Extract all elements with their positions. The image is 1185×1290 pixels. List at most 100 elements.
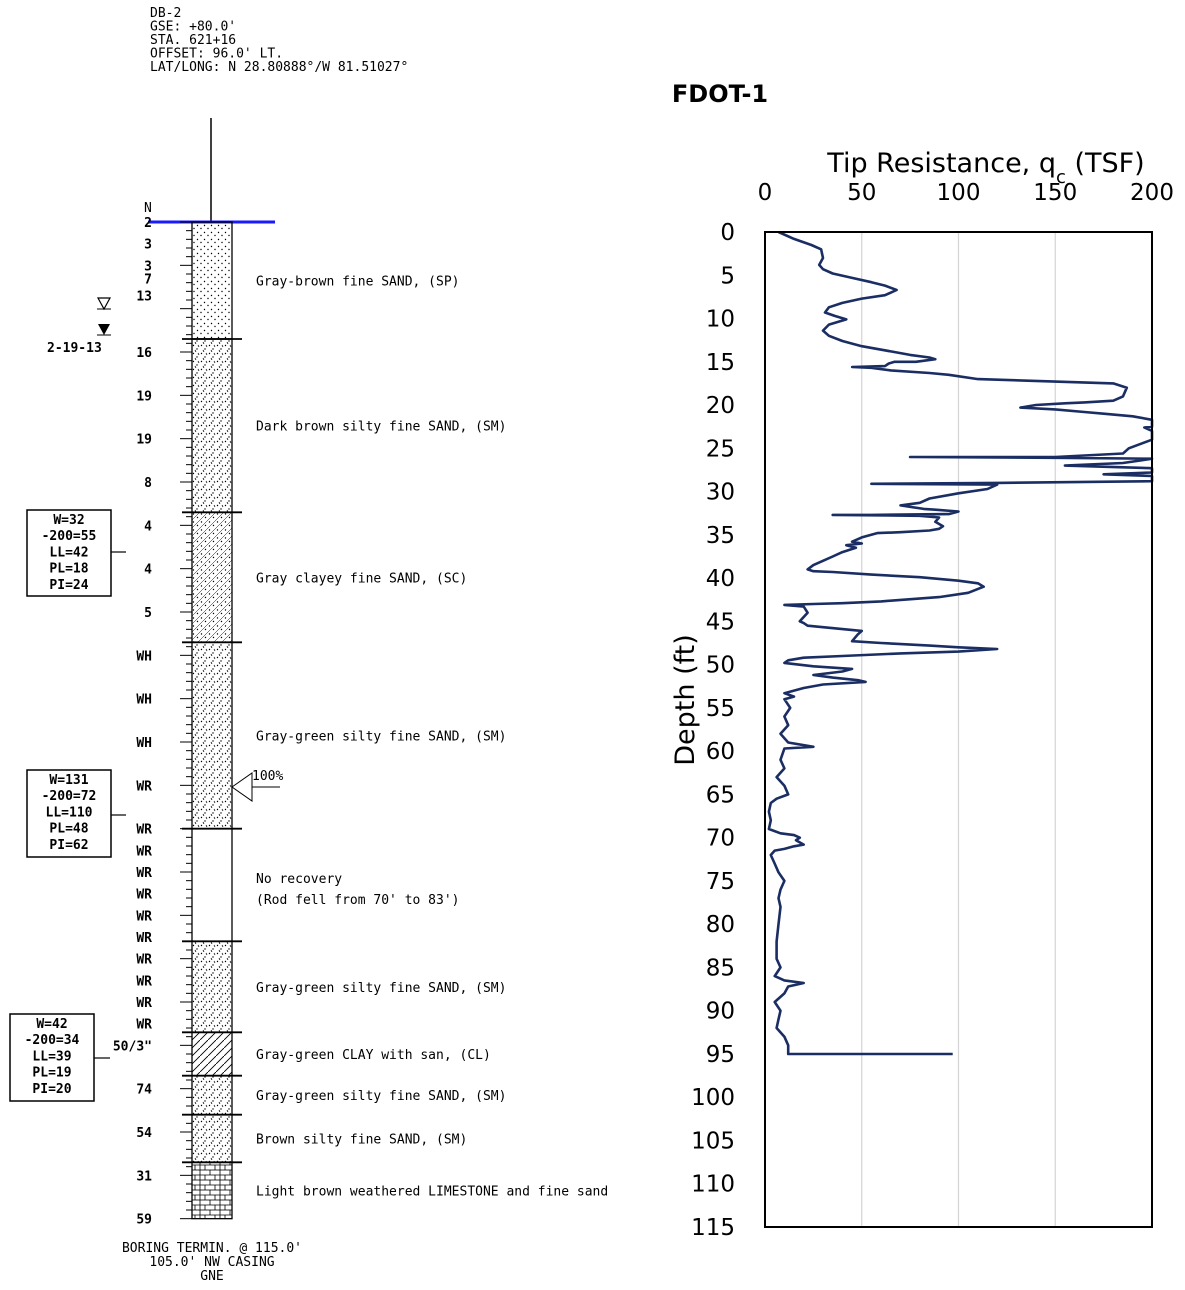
n-value: WR: [136, 953, 152, 968]
header-line: STA. 621+16: [150, 33, 236, 48]
n-value: WH: [136, 736, 152, 751]
stratum-block: [191, 1075, 233, 1116]
y-tick-label: 5: [720, 263, 735, 289]
y-tick-label: 35: [706, 523, 735, 549]
x-tick-label: 100: [937, 180, 981, 206]
n-value: 54: [136, 1126, 152, 1141]
stratum-block: [191, 940, 233, 1033]
header-line: DB-2: [150, 6, 181, 21]
stratum-block: [191, 221, 233, 340]
y-tick-label: 60: [706, 739, 735, 765]
lab-box-frame: [26, 509, 112, 597]
lab-box-value: PI=62: [49, 838, 88, 853]
n-value: 19: [136, 389, 152, 404]
n-value: WH: [136, 693, 152, 708]
stratum-description: Brown silty fine SAND, (SM): [256, 1133, 467, 1148]
n-value: 74: [136, 1083, 152, 1098]
water-table-icon: [96, 297, 112, 336]
water-date: 2-19-13: [47, 341, 102, 356]
lab-box-value: PI=24: [49, 578, 88, 593]
n-value: WR: [136, 996, 152, 1011]
n-value: 59: [136, 1213, 152, 1228]
lab-box-value: LL=42: [49, 545, 88, 560]
n-value: 50/3": [113, 1039, 152, 1054]
lab-test-boxes: W=32-200=55LL=42PL=18PI=24W=131-200=72LL…: [9, 509, 126, 1102]
y-tick-label: 85: [706, 955, 735, 981]
y-tick-label: 10: [706, 307, 735, 333]
x-tick-label: 200: [1130, 180, 1174, 206]
stratum-description: Gray-brown fine SAND, (SP): [256, 275, 460, 290]
n-value: 3: [144, 238, 152, 253]
y-tick-label: 105: [691, 1128, 735, 1154]
stratum-block: [191, 828, 233, 942]
stratum-block: [191, 338, 233, 513]
header-line: LAT/LONG: N 28.80888°/W 81.51027°: [150, 60, 408, 75]
x-tick-label: 150: [1033, 180, 1077, 206]
x-tick-label: 50: [847, 180, 876, 206]
stratum-description: No recovery: [256, 872, 342, 887]
no-recovery-note: (Rod fell from 70' to 83'): [256, 893, 460, 908]
stratum-description: Light brown weathered LIMESTONE and fine…: [256, 1185, 608, 1200]
lab-box-value: PL=18: [49, 562, 88, 577]
y-tick-label: 75: [706, 869, 735, 895]
y-tick-label: 45: [706, 609, 735, 635]
lab-box-value: PL=19: [32, 1066, 71, 1081]
footer-line: 105.0' NW CASING: [149, 1255, 274, 1270]
n-value: 19: [136, 433, 152, 448]
y-tick-label: 70: [706, 826, 735, 852]
y-tick-label: 15: [706, 350, 735, 376]
y-tick-label: 90: [706, 999, 735, 1025]
stratum-description: Dark brown silty fine SAND, (SM): [256, 420, 506, 435]
n-value: 2: [144, 216, 152, 231]
n-value: WR: [136, 909, 152, 924]
n-value: WR: [136, 931, 152, 946]
stratum-description: Gray clayey fine SAND, (SC): [256, 571, 467, 586]
stratum-block: [191, 511, 233, 643]
n-value: 4: [144, 519, 152, 534]
n-value: WR: [136, 888, 152, 903]
x-axis-title-unit: (TSF): [1066, 148, 1145, 179]
y-tick-label: 65: [706, 782, 735, 808]
stratum-description: Gray-green silty fine SAND, (SM): [256, 981, 506, 996]
x-tick-label: 0: [758, 180, 773, 206]
x-axis-title: Tip Resistance, qc (TSF): [826, 148, 1144, 188]
lab-box-value: -200=72: [42, 789, 97, 804]
tip-resistance-line: [767, 230, 1154, 1056]
y-tick-label: 95: [706, 1042, 735, 1068]
y-tick-label: 30: [706, 480, 735, 506]
n-value: 4: [144, 563, 152, 578]
stratum-description: Gray-green CLAY with san, (CL): [256, 1048, 491, 1063]
y-tick-label: 110: [691, 1172, 735, 1198]
x-axis-title-subscript: c: [1056, 167, 1066, 188]
y-tick-label: 100: [691, 1085, 735, 1111]
y-tick-labels: 0 5 10 15 20 25 30 35 40 45 50 55 60 65 70 75 80 85 90 95 10…: [691, 220, 735, 1241]
lab-box-value: PL=48: [49, 822, 88, 837]
lab-box-value: LL=110: [46, 805, 93, 820]
n-column-label: N: [144, 201, 152, 216]
n-value: WR: [136, 823, 152, 838]
n-value: WH: [136, 649, 152, 664]
gridlines: [861, 232, 1056, 1227]
n-value: 13: [136, 290, 152, 305]
y-tick-label: 80: [706, 912, 735, 938]
y-axis-title: Depth (ft): [670, 634, 701, 766]
n-value: 16: [136, 346, 152, 361]
lab-box-value: -200=55: [42, 529, 97, 544]
n-value: WR: [136, 974, 152, 989]
lab-box-frame: [26, 769, 112, 858]
n-value: WR: [136, 866, 152, 881]
footer-line: GNE: [200, 1269, 223, 1284]
y-tick-label: 25: [706, 436, 735, 462]
n-value: WR: [136, 779, 152, 794]
header-line: OFFSET: 96.0' LT.: [150, 47, 283, 62]
lab-box-value: W=32: [53, 513, 84, 528]
y-tick-label: 50: [706, 653, 735, 679]
strata-column: [182, 221, 242, 1220]
y-tick-label: 55: [706, 696, 735, 722]
y-tick-label: 40: [706, 566, 735, 592]
cpt-chart: FDOT-1 Tip Resistance, qc (TSF) Depth (f…: [670, 80, 1174, 1241]
n-value: 5: [144, 606, 152, 621]
